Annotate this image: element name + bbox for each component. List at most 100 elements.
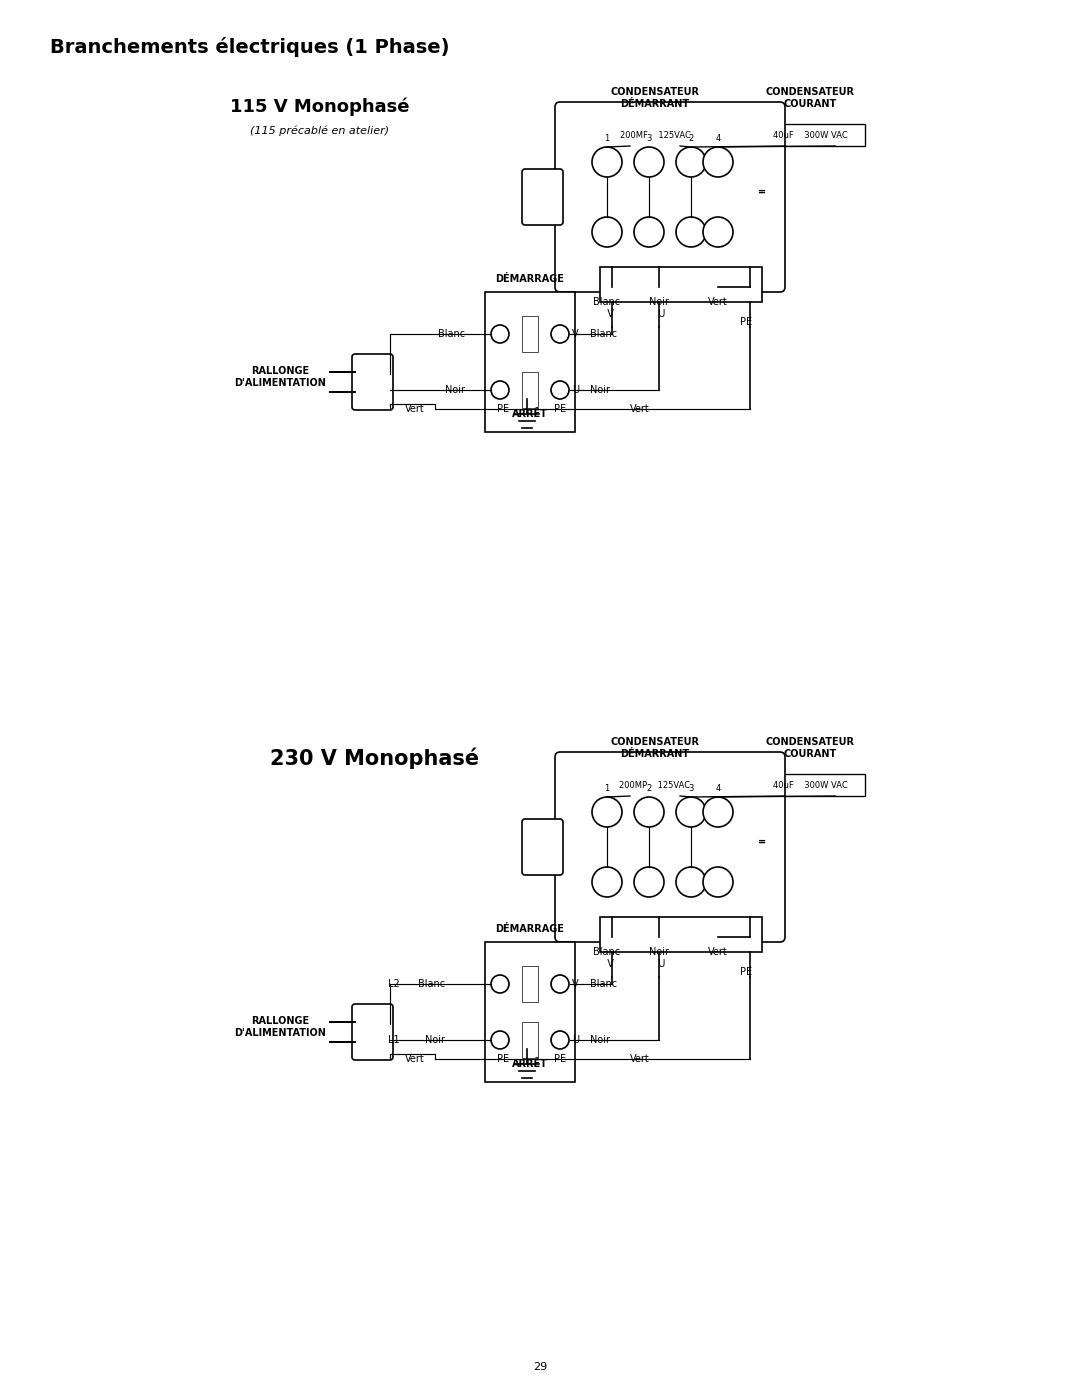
FancyBboxPatch shape [600,774,710,796]
Text: 230 V Monophasé: 230 V Monophasé [270,747,480,768]
Text: ARRÊT: ARRÊT [512,409,548,419]
Text: Blanc: Blanc [590,330,617,339]
FancyBboxPatch shape [755,774,865,796]
Circle shape [634,868,664,897]
Text: U: U [572,1035,579,1045]
Text: RALLONGE
D'ALIMENTATION: RALLONGE D'ALIMENTATION [234,1016,326,1038]
FancyBboxPatch shape [755,124,865,147]
Text: Vert: Vert [630,404,650,414]
FancyBboxPatch shape [352,1004,393,1060]
FancyBboxPatch shape [555,102,785,292]
Text: =: = [758,187,766,197]
Text: Vert: Vert [630,1053,650,1065]
Text: Blanc
  V: Blanc V [593,298,621,319]
Circle shape [551,381,569,400]
Circle shape [491,1031,509,1049]
Circle shape [703,798,733,827]
FancyBboxPatch shape [522,372,538,408]
Text: CONDENSATEUR
COURANT: CONDENSATEUR COURANT [766,87,854,109]
Text: 1: 1 [605,134,609,142]
Circle shape [703,868,733,897]
Text: 4: 4 [715,784,720,793]
Circle shape [676,147,706,177]
FancyBboxPatch shape [555,752,785,942]
Text: Noir: Noir [590,386,610,395]
Text: Vert: Vert [405,404,426,414]
Circle shape [676,217,706,247]
Bar [600,267,762,302]
FancyBboxPatch shape [522,1023,538,1058]
FancyBboxPatch shape [522,316,538,352]
Text: Vert: Vert [708,298,728,307]
Text: DÉMARRAGE: DÉMARRAGE [496,923,565,935]
Text: Noir: Noir [445,386,465,395]
Circle shape [592,217,622,247]
Text: CONDENSATEUR
DÉMARRANT: CONDENSATEUR DÉMARRANT [610,87,700,109]
Text: PE: PE [554,1053,566,1065]
Circle shape [491,975,509,993]
FancyBboxPatch shape [485,942,575,1083]
Text: Branchements électriques (1 Phase): Branchements électriques (1 Phase) [50,36,449,57]
Text: RALLONGE
D'ALIMENTATION: RALLONGE D'ALIMENTATION [234,366,326,388]
Text: PE: PE [740,317,752,327]
Text: Blanc: Blanc [590,979,617,989]
Text: DÉMARRAGE: DÉMARRAGE [496,274,565,284]
Circle shape [703,217,733,247]
Text: V: V [572,979,579,989]
Text: Blanc
  V: Blanc V [593,947,621,968]
Text: 40uF    300W VAC: 40uF 300W VAC [772,130,848,140]
Text: Noir: Noir [590,1035,610,1045]
Text: PE: PE [497,404,509,414]
FancyBboxPatch shape [485,292,575,432]
Circle shape [676,798,706,827]
FancyBboxPatch shape [522,965,538,1002]
Circle shape [676,868,706,897]
Circle shape [634,217,664,247]
Circle shape [551,975,569,993]
Text: 200MF    125VAC: 200MF 125VAC [620,130,690,140]
Circle shape [592,147,622,177]
Text: Noir
  U: Noir U [649,947,669,968]
Circle shape [551,326,569,344]
Text: PE: PE [554,404,566,414]
FancyBboxPatch shape [352,353,393,409]
Text: Noir: Noir [426,1035,445,1045]
Circle shape [634,147,664,177]
Circle shape [491,326,509,344]
Text: Blanc: Blanc [418,979,445,989]
Circle shape [634,798,664,827]
Text: 29: 29 [532,1362,548,1372]
Text: Noir
  U: Noir U [649,298,669,319]
Text: CONDENSATEUR
DÉMARRANT: CONDENSATEUR DÉMARRANT [610,738,700,759]
Bar [600,916,762,951]
Text: 200MP    125VAC: 200MP 125VAC [620,781,690,789]
Text: 3: 3 [688,784,693,793]
Text: L1: L1 [389,1035,400,1045]
Text: Vert: Vert [405,1053,426,1065]
Circle shape [703,147,733,177]
Circle shape [592,868,622,897]
Text: Vert: Vert [708,947,728,957]
Text: =: = [758,837,766,847]
Text: ARRÊT: ARRÊT [512,1059,548,1069]
FancyBboxPatch shape [522,819,563,875]
Circle shape [491,381,509,400]
Text: V: V [572,330,579,339]
Text: U: U [572,386,579,395]
Text: PE: PE [497,1053,509,1065]
FancyBboxPatch shape [522,169,563,225]
Text: 115 V Monophasé: 115 V Monophasé [230,96,409,116]
Text: 2: 2 [646,784,651,793]
Text: 40uF    300W VAC: 40uF 300W VAC [772,781,848,789]
Circle shape [592,798,622,827]
Text: 3: 3 [646,134,651,142]
Text: 4: 4 [715,134,720,142]
Text: 1: 1 [605,784,609,793]
Text: L2: L2 [388,979,400,989]
Text: 2: 2 [688,134,693,142]
FancyBboxPatch shape [600,124,710,147]
Text: (115 précablé en atelier): (115 précablé en atelier) [251,124,390,136]
Text: Blanc: Blanc [437,330,465,339]
Text: PE: PE [740,967,752,977]
Circle shape [551,1031,569,1049]
